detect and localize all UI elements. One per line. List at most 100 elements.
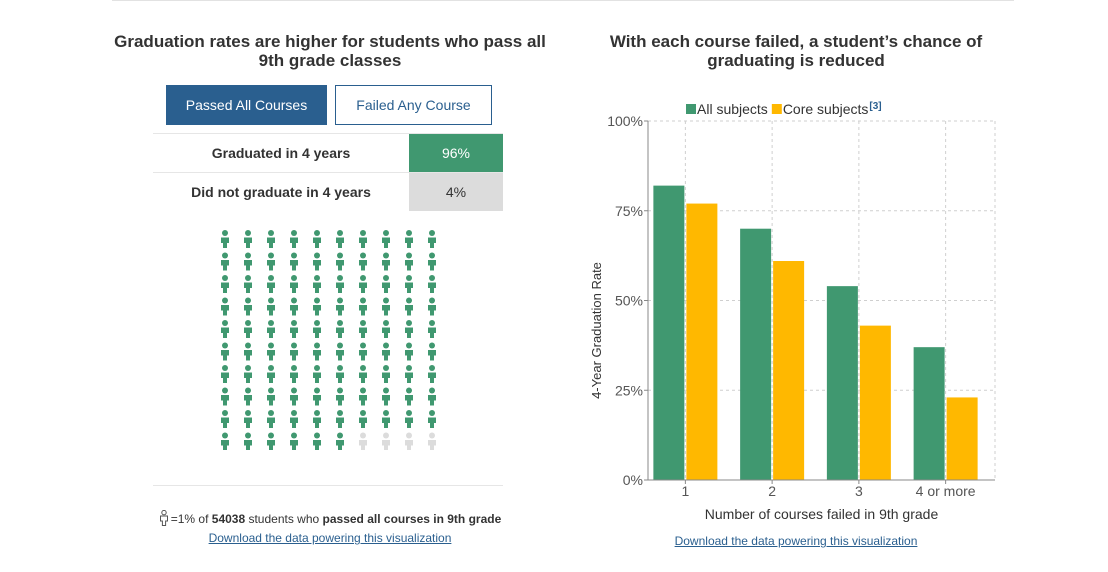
student-icon-graduated xyxy=(267,230,275,248)
student-icon-graduated xyxy=(244,365,252,383)
student-icon-graduated xyxy=(382,320,390,338)
note-count: 54038 xyxy=(211,512,246,526)
passed-all-courses-button[interactable]: Passed All Courses xyxy=(166,85,327,125)
left-download-link[interactable]: Download the data powering this visualiz… xyxy=(208,531,452,545)
student-icon-graduated xyxy=(244,230,252,248)
y-tick-label: 50% xyxy=(615,293,643,309)
x-tick-label: 1 xyxy=(681,483,689,499)
student-icon-graduated xyxy=(336,365,344,383)
note-prefix: =1% of xyxy=(170,512,212,526)
student-icon-graduated xyxy=(428,252,436,271)
bar-all-subjects[interactable] xyxy=(740,228,772,480)
x-tick-label: 3 xyxy=(855,483,863,499)
student-icon-graduated xyxy=(221,432,229,450)
student-icon-graduated xyxy=(382,387,390,406)
student-icon-graduated xyxy=(405,297,413,316)
student-icon-graduated xyxy=(267,252,275,271)
student-icon-graduated xyxy=(267,387,275,406)
student-icon-graduated xyxy=(405,342,413,361)
student-icon-graduated xyxy=(290,432,298,450)
failed-any-course-button[interactable]: Failed Any Course xyxy=(335,85,492,125)
student-icon-graduated xyxy=(313,410,321,428)
student-icon-graduated xyxy=(382,342,390,361)
student-icon-graduated xyxy=(290,342,298,361)
student-icon-not-graduated xyxy=(382,432,390,450)
student-icon-graduated xyxy=(221,275,229,293)
student-icon-graduated xyxy=(382,365,390,383)
student-icon-graduated xyxy=(336,410,344,428)
student-icon-graduated xyxy=(290,320,298,338)
student-icon-graduated xyxy=(405,275,413,293)
student-icon-graduated xyxy=(290,387,298,406)
student-icon-not-graduated xyxy=(359,432,367,450)
student-icon-graduated xyxy=(290,230,298,248)
student-icon-graduated xyxy=(313,230,321,248)
student-icon-graduated xyxy=(359,230,367,248)
legend-label[interactable]: Core subjects xyxy=(783,101,869,117)
bar-core-subjects[interactable] xyxy=(946,397,978,480)
right-download-link[interactable]: Download the data powering this visualiz… xyxy=(674,534,918,548)
note-middle: students who xyxy=(245,512,323,526)
student-icon-graduated xyxy=(359,275,367,293)
student-icon-graduated xyxy=(382,410,390,428)
person-outline-icon xyxy=(159,509,168,526)
student-icon-graduated xyxy=(244,342,252,361)
student-icon-graduated xyxy=(313,387,321,406)
outcome-table: Graduated in 4 years 96% Did not graduat… xyxy=(153,133,503,211)
student-icon-graduated xyxy=(405,252,413,271)
bar-all-subjects[interactable] xyxy=(653,185,685,480)
student-icon-not-graduated xyxy=(428,432,436,450)
student-icon-graduated xyxy=(221,230,229,248)
student-icon-graduated xyxy=(313,365,321,383)
legend-label[interactable]: All subjects xyxy=(697,101,768,117)
student-icon-graduated xyxy=(428,320,436,338)
student-icon-graduated xyxy=(382,252,390,271)
outcome-row-not-graduated: Did not graduate in 4 years 4% xyxy=(153,172,503,211)
student-icon-graduated xyxy=(405,230,413,248)
y-tick-label: 75% xyxy=(615,203,643,219)
y-tick-label: 25% xyxy=(615,382,643,398)
student-icon-graduated xyxy=(221,410,229,428)
bar-core-subjects[interactable] xyxy=(686,203,718,480)
student-icon-graduated xyxy=(244,432,252,450)
student-icon-graduated xyxy=(359,342,367,361)
student-icon-graduated xyxy=(290,365,298,383)
student-icon-graduated xyxy=(359,410,367,428)
legend-footnote-link[interactable]: [3] xyxy=(869,101,881,112)
student-icon-graduated xyxy=(428,230,436,248)
student-icon-graduated xyxy=(290,297,298,316)
student-icon-graduated xyxy=(359,252,367,271)
student-icon-graduated xyxy=(221,297,229,316)
student-icon-graduated xyxy=(267,297,275,316)
left-panel-title: Graduation rates are higher for students… xyxy=(114,32,546,70)
student-icon-graduated xyxy=(267,365,275,383)
bar-all-subjects[interactable] xyxy=(913,347,945,480)
student-icon-graduated xyxy=(428,297,436,316)
student-icon-graduated xyxy=(244,320,252,338)
bar-core-subjects[interactable] xyxy=(773,261,805,480)
right-panel-title: With each course failed, a student’s cha… xyxy=(609,32,983,70)
student-icon-graduated xyxy=(221,365,229,383)
student-icon-not-graduated xyxy=(405,432,413,450)
student-icon-graduated xyxy=(359,365,367,383)
student-icon-graduated xyxy=(336,320,344,338)
student-icon-graduated xyxy=(221,342,229,361)
student-icon-graduated xyxy=(336,297,344,316)
student-icon-graduated xyxy=(290,275,298,293)
x-tick-label: 2 xyxy=(768,483,776,499)
student-icon-graduated xyxy=(405,387,413,406)
student-icon-graduated xyxy=(267,342,275,361)
student-icon-graduated xyxy=(267,432,275,450)
student-icon-graduated xyxy=(336,252,344,271)
student-icon-graduated xyxy=(313,275,321,293)
student-icon-graduated xyxy=(336,230,344,248)
student-icon-graduated xyxy=(267,320,275,338)
student-icon-graduated xyxy=(428,410,436,428)
bar-core-subjects[interactable] xyxy=(859,325,891,480)
student-icon-graduated xyxy=(290,410,298,428)
bar-all-subjects[interactable] xyxy=(826,286,858,480)
student-icon-graduated xyxy=(244,410,252,428)
student-icon-graduated xyxy=(428,275,436,293)
student-icon-graduated xyxy=(359,297,367,316)
student-icon-graduated xyxy=(221,320,229,338)
